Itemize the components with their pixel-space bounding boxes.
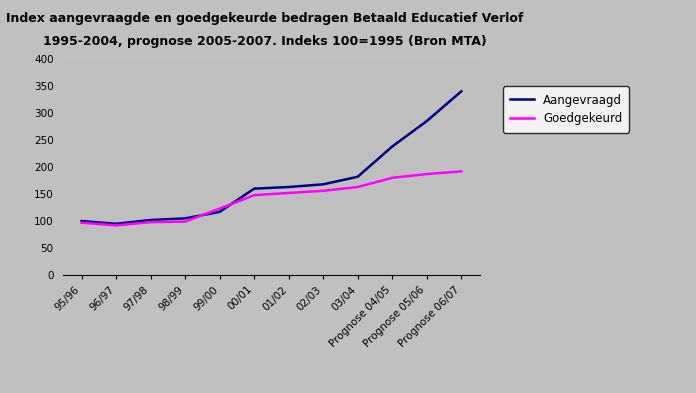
Goedgekeurd <box>250 193 258 197</box>
Aangevraagd <box>146 218 155 222</box>
Aangevraagd <box>285 185 293 189</box>
Goedgekeurd <box>354 185 362 189</box>
Legend: Aangevraagd, Goedgekeurd: Aangevraagd, Goedgekeurd <box>503 86 629 132</box>
Aangevraagd <box>354 174 362 179</box>
Aangevraagd <box>77 219 86 223</box>
Aangevraagd <box>112 221 120 226</box>
Goedgekeurd <box>422 172 431 176</box>
Line: Aangevraagd: Aangevraagd <box>81 91 461 224</box>
Aangevraagd <box>181 216 189 221</box>
Goedgekeurd <box>77 220 86 225</box>
Goedgekeurd <box>388 175 397 180</box>
Line: Goedgekeurd: Goedgekeurd <box>81 171 461 226</box>
Text: 1995-2004, prognose 2005-2007. Indeks 100=1995 (Bron MTA): 1995-2004, prognose 2005-2007. Indeks 10… <box>42 35 487 48</box>
Aangevraagd <box>422 119 431 123</box>
Goedgekeurd <box>181 219 189 224</box>
Goedgekeurd <box>146 220 155 224</box>
Aangevraagd <box>319 182 327 187</box>
Goedgekeurd <box>457 169 466 174</box>
Goedgekeurd <box>319 188 327 193</box>
Aangevraagd <box>457 89 466 94</box>
Aangevraagd <box>216 209 224 214</box>
Aangevraagd <box>250 186 258 191</box>
Goedgekeurd <box>285 191 293 195</box>
Text: Index aangevraagde en goedgekeurde bedragen Betaald Educatief Verlof: Index aangevraagde en goedgekeurde bedra… <box>6 12 523 25</box>
Goedgekeurd <box>216 206 224 211</box>
Aangevraagd <box>388 144 397 149</box>
Goedgekeurd <box>112 223 120 228</box>
